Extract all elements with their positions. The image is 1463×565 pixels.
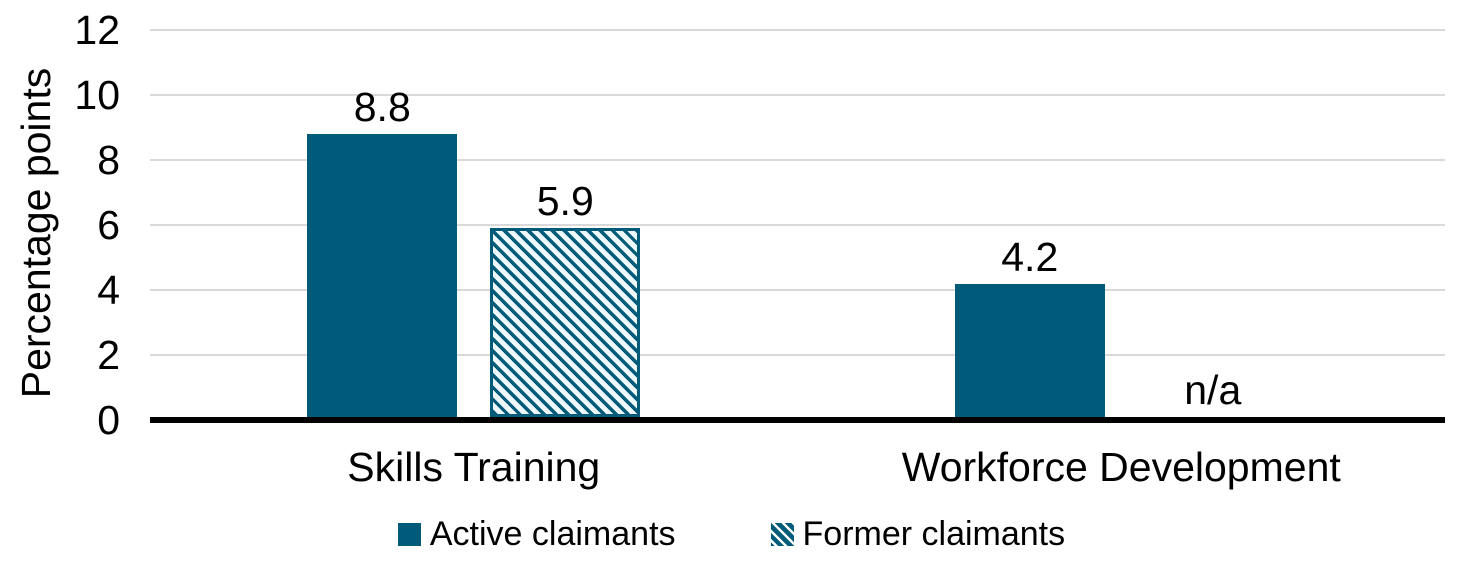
legend-label-former-claimants: Former claimants bbox=[802, 515, 1066, 553]
legend-label-active-claimants: Active claimants bbox=[429, 515, 676, 553]
y-tick-4: 4 bbox=[97, 267, 120, 313]
legend-item-active-claimants: Active claimants bbox=[397, 515, 676, 553]
gridline-6 bbox=[150, 224, 1445, 226]
legend-swatch-hatched-icon bbox=[770, 522, 794, 546]
gridline-4 bbox=[150, 289, 1445, 291]
gridline-8 bbox=[150, 159, 1445, 161]
x-label-skills-training: Skills Training bbox=[347, 444, 601, 490]
value-label-active-claimants-workforce-development: 4.2 bbox=[1001, 233, 1059, 280]
y-tick-2: 2 bbox=[97, 332, 120, 378]
y-tick-0: 0 bbox=[97, 397, 120, 443]
value-label-former-claimants-skills-training: 5.9 bbox=[536, 178, 594, 225]
legend-swatch-solid-icon bbox=[397, 522, 421, 546]
gridline-10 bbox=[150, 94, 1445, 96]
y-tick-8: 8 bbox=[97, 137, 120, 183]
bar-active-claimants-workforce-development bbox=[954, 283, 1105, 417]
x-axis-line bbox=[150, 417, 1445, 423]
legend: Active claimants Former claimants bbox=[0, 515, 1463, 553]
gridline-2 bbox=[150, 354, 1445, 356]
legend-item-former-claimants: Former claimants bbox=[770, 515, 1066, 553]
y-tick-6: 6 bbox=[97, 202, 120, 248]
bar-former-claimants-skills-training bbox=[490, 228, 641, 417]
value-label-active-claimants-skills-training: 8.8 bbox=[353, 84, 411, 130]
y-tick-10: 10 bbox=[74, 72, 120, 118]
y-tick-12: 12 bbox=[74, 7, 120, 53]
gridline-12 bbox=[150, 29, 1445, 31]
x-label-workforce-development: Workforce Development bbox=[901, 444, 1341, 490]
bar-active-claimants-skills-training bbox=[307, 134, 458, 417]
value-label-former-claimants-workforce-development: n/a bbox=[1184, 367, 1242, 413]
